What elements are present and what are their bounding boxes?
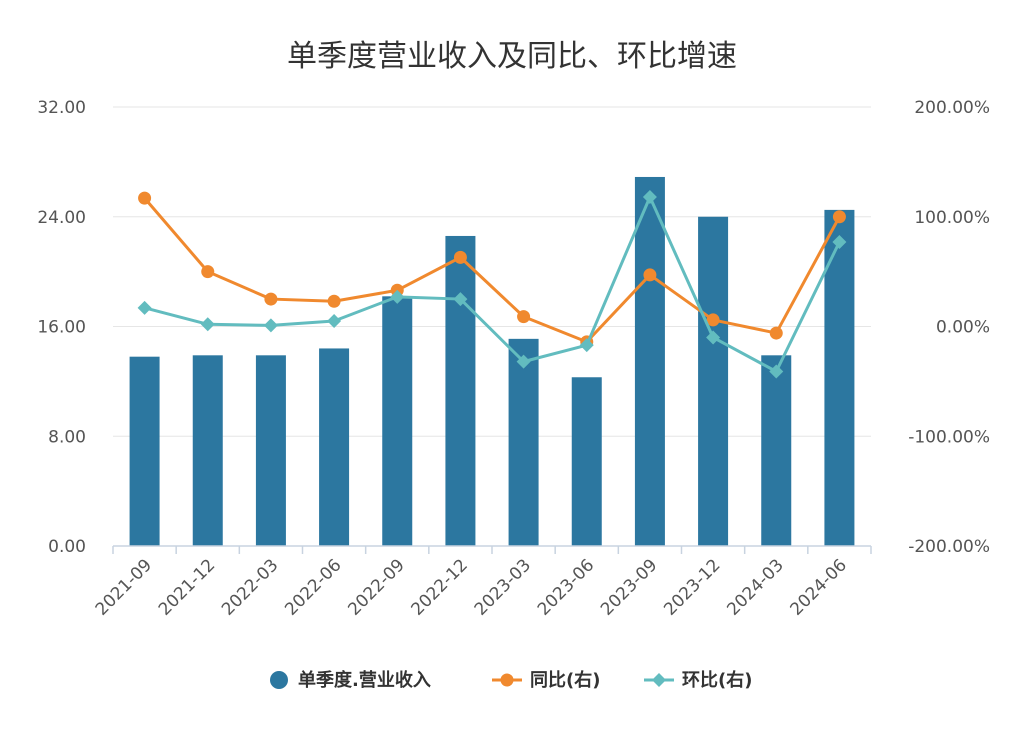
bar[interactable] xyxy=(634,176,665,546)
bar[interactable] xyxy=(192,355,223,546)
bar[interactable] xyxy=(508,338,539,546)
bar[interactable] xyxy=(571,377,602,546)
line-series xyxy=(137,189,847,379)
line-point[interactable] xyxy=(264,292,278,306)
right-tick-label: 200.00% xyxy=(914,98,990,118)
line-point[interactable] xyxy=(706,313,720,327)
bar-series xyxy=(129,176,855,547)
legend-label: 单季度.营业收入 xyxy=(298,669,431,691)
left-tick-label: 0.00 xyxy=(48,537,86,557)
left-tick-label: 32.00 xyxy=(37,98,86,118)
line-point[interactable] xyxy=(453,250,467,264)
right-tick-label: 0.00% xyxy=(936,318,990,338)
line-point[interactable] xyxy=(516,354,531,369)
x-tick-label: 2023-06 xyxy=(534,555,598,619)
line-point[interactable] xyxy=(327,294,341,308)
legend-label: 环比(右) xyxy=(682,669,752,691)
line-point[interactable] xyxy=(200,317,215,332)
line-point[interactable] xyxy=(390,289,405,304)
line-point[interactable] xyxy=(643,268,657,282)
line-point[interactable] xyxy=(263,318,278,333)
x-tick-label: 2022-09 xyxy=(344,555,408,619)
chart-title: 单季度营业收入及同比、环比增速 xyxy=(287,39,737,74)
line-point[interactable] xyxy=(642,189,657,204)
series-line xyxy=(144,195,841,373)
bar[interactable] xyxy=(129,356,160,546)
line-point[interactable] xyxy=(201,265,215,279)
line-point[interactable] xyxy=(138,191,152,205)
legend-item[interactable]: 同比(右) xyxy=(492,669,600,691)
line-point[interactable] xyxy=(706,330,721,345)
right-tick-label: -100.00% xyxy=(908,427,990,447)
x-tick-label: 2022-12 xyxy=(408,555,472,619)
gridlines xyxy=(113,106,871,437)
x-tick-label: 2023-03 xyxy=(471,555,535,619)
bar[interactable] xyxy=(319,348,350,546)
left-tick-label: 24.00 xyxy=(37,208,86,228)
legend-swatch xyxy=(270,671,288,689)
x-tick-label: 2021-09 xyxy=(92,555,156,619)
line-point[interactable] xyxy=(517,310,531,324)
legend-marker xyxy=(652,673,666,687)
x-tick-label: 2022-06 xyxy=(281,555,345,619)
line-point[interactable] xyxy=(137,300,152,315)
legend-label: 同比(右) xyxy=(530,669,600,691)
right-tick-label: 100.00% xyxy=(914,208,990,228)
line-point[interactable] xyxy=(453,292,468,307)
legend[interactable]: 单季度.营业收入 同比(右) 环比(右) xyxy=(270,669,752,691)
x-tick-label: 2023-09 xyxy=(597,555,661,619)
legend-item[interactable]: 单季度.营业收入 xyxy=(270,669,431,691)
line-point[interactable] xyxy=(327,314,342,329)
x-tick-label: 2021-12 xyxy=(155,555,219,619)
x-tick-label: 2022-03 xyxy=(218,555,282,619)
x-tick-label: 2023-12 xyxy=(660,555,724,619)
bar[interactable] xyxy=(445,235,476,547)
legend-marker xyxy=(500,673,514,687)
right-tick-label: -200.00% xyxy=(908,537,990,557)
left-tick-label: 8.00 xyxy=(48,427,86,447)
line-point[interactable] xyxy=(769,364,784,379)
line-point[interactable] xyxy=(832,210,846,224)
bar[interactable] xyxy=(698,216,729,546)
bar[interactable] xyxy=(761,355,792,546)
left-tick-label: 16.00 xyxy=(37,318,86,338)
x-tick-label: 2024-06 xyxy=(787,555,851,619)
legend-item[interactable]: 环比(右) xyxy=(644,669,752,691)
line-point[interactable] xyxy=(832,234,847,249)
line-point[interactable] xyxy=(769,326,783,340)
series-line xyxy=(143,197,841,344)
x-tick-label: 2024-03 xyxy=(723,555,787,619)
bar[interactable] xyxy=(382,296,413,546)
bar[interactable] xyxy=(255,355,286,546)
line-point[interactable] xyxy=(579,338,594,353)
